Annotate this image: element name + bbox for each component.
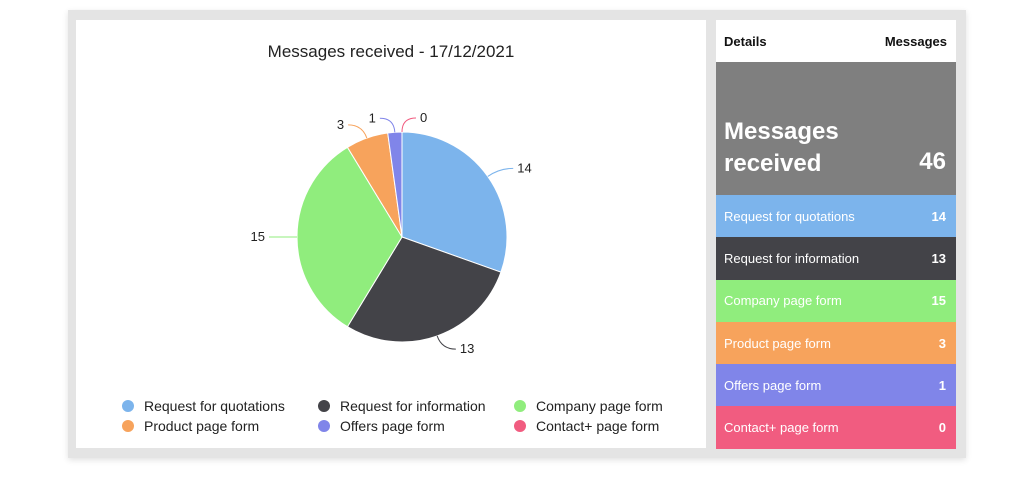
detail-row-request-for-quotations[interactable]: Request for quotations 14 — [716, 195, 956, 238]
detail-row-label: Product page form — [724, 335, 831, 351]
total-messages-card: Messages received 46 — [716, 62, 956, 195]
legend-label: Request for quotations — [144, 398, 285, 414]
legend-item-company-page-form[interactable]: Company page form — [514, 397, 710, 415]
detail-row-value: 0 — [938, 420, 946, 436]
data-label-request-for-quotations: 14 — [517, 160, 531, 175]
legend-item-product-page-form[interactable]: Product page form — [122, 417, 318, 435]
detail-row-company-page-form[interactable]: Company page form 15 — [716, 279, 956, 322]
data-label-contact-page-form: 0 — [420, 110, 427, 125]
detail-row-request-for-information[interactable]: Request for information 13 — [716, 237, 956, 280]
chart-panel: Messages received - 17/12/2021 14 13 15 3 1 0… — [76, 20, 706, 448]
total-label: Messages received — [724, 118, 839, 177]
details-panel: Details Messages Messages received 46 Re… — [716, 20, 956, 449]
legend-label: Contact+ page form — [536, 418, 660, 434]
legend-item-offers-page-form[interactable]: Offers page form — [318, 417, 514, 435]
detail-row-label: Company page form — [724, 293, 842, 309]
data-label-request-for-information: 13 — [460, 341, 474, 356]
legend-marker — [122, 400, 134, 412]
legend-item-contact-page-form[interactable]: Contact+ page form — [514, 417, 710, 435]
data-label-connector-request-for-information — [436, 335, 456, 350]
detail-row-contact-page-form[interactable]: Contact+ page form 0 — [716, 406, 956, 449]
data-label-connector-product-page-form — [348, 124, 368, 139]
data-label-connector-offers-page-form — [379, 117, 396, 133]
legend-marker — [514, 400, 526, 412]
detail-row-value: 13 — [931, 250, 946, 266]
detail-row-offers-page-form[interactable]: Offers page form 1 — [716, 364, 956, 407]
pie-slice-company-page-form[interactable] — [296, 146, 403, 328]
detail-row-label: Request for quotations — [724, 208, 855, 224]
data-label-product-page-form: 3 — [337, 117, 344, 132]
legend-label: Request for information — [340, 398, 486, 414]
pie-chart: 14 13 15 3 1 0 — [251, 110, 532, 356]
chart-title: Messages received - 17/12/2021 — [267, 42, 515, 61]
detail-row-label: Contact+ page form — [724, 420, 839, 436]
total-value: 46 — [919, 148, 946, 175]
messages-header-label: Messages — [884, 33, 947, 49]
detail-row-label: Request for information — [724, 250, 860, 266]
detail-row-value: 3 — [938, 335, 946, 351]
detail-row-product-page-form[interactable]: Product page form 3 — [716, 321, 956, 365]
details-header-label: Details — [724, 33, 767, 49]
data-label-company-page-form: 15 — [251, 229, 265, 244]
data-label-connector-contact-page-form — [401, 117, 417, 133]
legend-marker — [122, 420, 134, 432]
pie-slice-request-for-information[interactable] — [346, 236, 502, 343]
detail-row-value: 14 — [931, 208, 946, 224]
chart-legend: Request for quotations Request for inform… — [122, 397, 702, 435]
data-label-offers-page-form: 1 — [369, 110, 376, 125]
legend-marker — [318, 400, 330, 412]
data-label-connector-request-for-quotations — [487, 167, 514, 177]
legend-marker — [514, 420, 526, 432]
legend-item-request-for-information[interactable]: Request for information — [318, 397, 514, 415]
legend-marker — [318, 420, 330, 432]
legend-label: Company page form — [536, 398, 663, 414]
details-rows: Request for quotations 14 Request for info… — [716, 195, 956, 449]
detail-row-value: 15 — [931, 293, 946, 309]
legend-label: Offers page form — [340, 418, 445, 434]
legend-label: Product page form — [144, 418, 260, 434]
pie-slice-request-for-quotations[interactable] — [401, 131, 508, 273]
legend-item-request-for-quotations[interactable]: Request for quotations — [122, 397, 318, 415]
dashboard-frame: Messages received - 17/12/2021 14 13 15 3 1 0… — [68, 10, 966, 458]
detail-row-value: 1 — [938, 377, 946, 393]
detail-row-label: Offers page form — [724, 377, 822, 393]
details-header: Details Messages — [716, 20, 956, 62]
